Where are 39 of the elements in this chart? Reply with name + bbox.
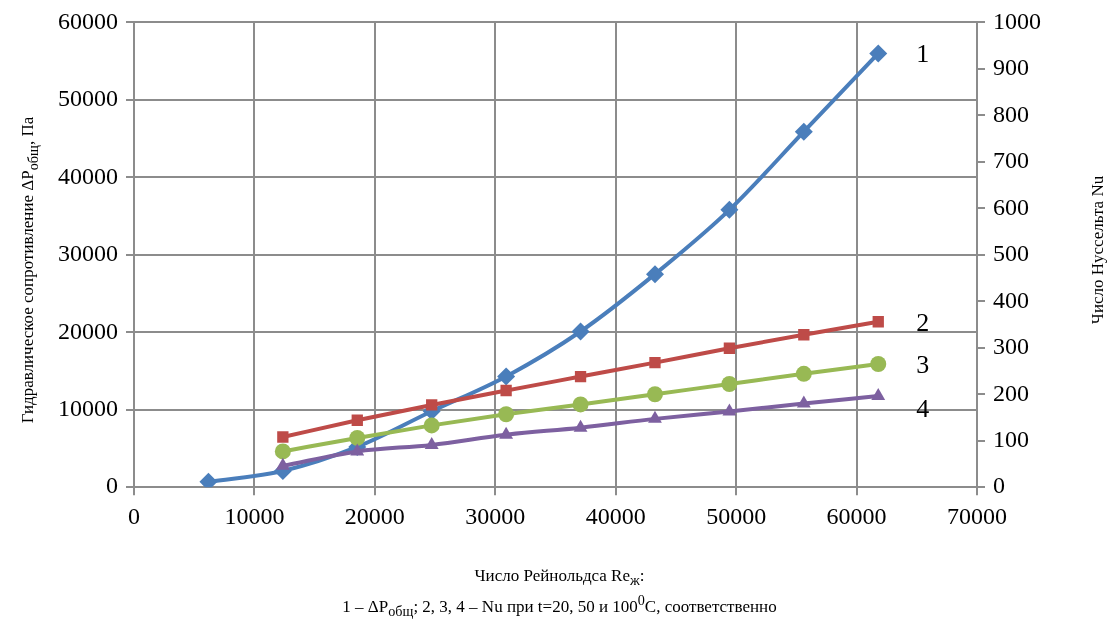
y-tick-label: 50000 bbox=[58, 85, 118, 112]
y2-tick-label: 600 bbox=[993, 193, 1029, 220]
x-tick-label: 60000 bbox=[826, 502, 887, 529]
point bbox=[720, 200, 739, 219]
point bbox=[645, 265, 664, 284]
y2-tick-label: 700 bbox=[993, 147, 1029, 174]
point bbox=[794, 122, 813, 141]
y2-tick-label: 300 bbox=[993, 333, 1029, 360]
text: Число Рейнольдса Re$_{ж}$: 1 – ΔP$_{общ}$; 2, 3, 4 – Nu при t=20, 50 и 100$^{0}$C, соответственно bbox=[342, 566, 777, 620]
x-tick-label: 70000 bbox=[947, 502, 1007, 529]
y2-tick-label: 400 bbox=[993, 286, 1029, 313]
y2-tick-label: 500 bbox=[993, 240, 1029, 267]
y2-axis-title: Число Нуссельта Nu bbox=[1088, 175, 1108, 325]
point bbox=[199, 472, 218, 488]
y2-tick-label: 200 bbox=[993, 379, 1029, 406]
y2-tick-label: 1000 bbox=[993, 7, 1041, 34]
point bbox=[497, 367, 516, 386]
y-tick-label: 10000 bbox=[58, 395, 118, 422]
x-tick-label: 0 bbox=[128, 502, 140, 529]
series-label: 3 bbox=[916, 349, 930, 379]
y2-tick-label: 100 bbox=[993, 426, 1029, 453]
y-tick-label: 40000 bbox=[58, 162, 118, 189]
x-tick-label: 40000 bbox=[585, 502, 646, 529]
point bbox=[869, 44, 888, 63]
series-label: 2 bbox=[916, 307, 930, 337]
x-tick-label: 50000 bbox=[706, 502, 767, 529]
series-label: 1 bbox=[916, 39, 930, 69]
series-label: 4 bbox=[916, 393, 930, 423]
x-tick-label: 30000 bbox=[465, 502, 526, 529]
y-tick-label: 20000 bbox=[58, 317, 118, 344]
y-tick-label: 30000 bbox=[58, 240, 118, 267]
y-tick-label: 60000 bbox=[58, 7, 118, 34]
y2-tick-label: 0 bbox=[993, 472, 1005, 499]
x-tick-label: 10000 bbox=[224, 502, 285, 529]
x-tick-label: 20000 bbox=[344, 502, 405, 529]
y-tick-label: 0 bbox=[106, 472, 118, 499]
y2-tick-label: 800 bbox=[993, 100, 1029, 127]
point bbox=[571, 322, 590, 341]
y2-tick-label: 900 bbox=[993, 54, 1029, 81]
